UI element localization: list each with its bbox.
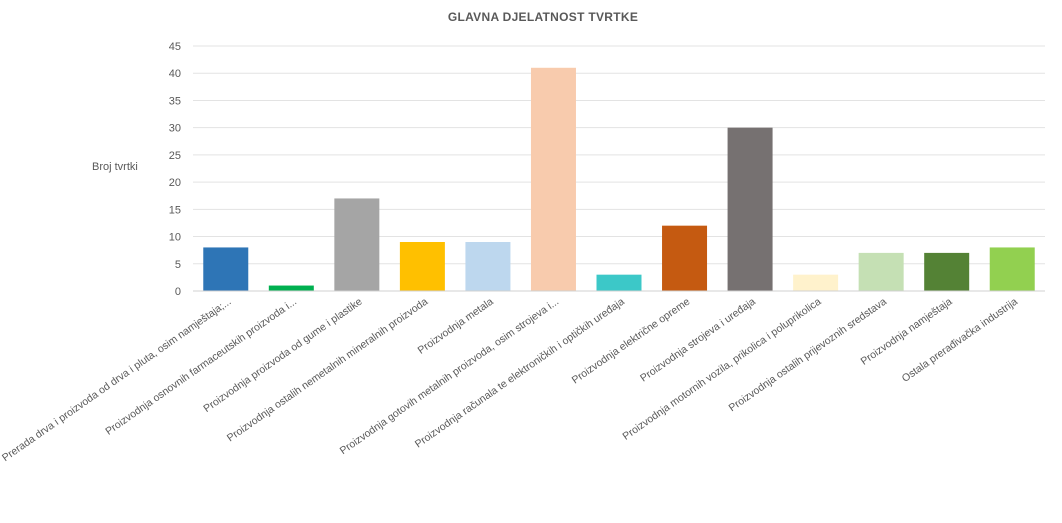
- x-tick-label: Ostala prerađivačka industrija: [900, 296, 1020, 385]
- x-axis-ticks: Prerada drva i proizvoda od drva i pluta…: [0, 296, 1020, 465]
- bar: [268, 285, 314, 291]
- bar: [334, 198, 380, 291]
- x-tick-label: Proizvodnja električne opreme: [570, 296, 693, 387]
- y-tick-label: 25: [169, 150, 181, 162]
- bar: [530, 67, 576, 292]
- y-tick-label: 35: [169, 95, 181, 107]
- y-tick-label: 10: [169, 232, 181, 244]
- gridlines: [193, 45, 1045, 265]
- bar: [989, 247, 1035, 291]
- y-tick-label: 0: [175, 286, 181, 298]
- bar: [727, 127, 773, 292]
- x-tick-label: Prerada drva i proizvoda od drva i pluta…: [0, 296, 233, 465]
- bars: [203, 67, 1035, 292]
- x-tick-label: Proizvodnja strojeva i uređaja: [638, 296, 758, 385]
- bar: [858, 252, 904, 291]
- x-tick-label: Proizvodnja gotovih metalnih proizvoda, …: [338, 296, 561, 457]
- y-tick-label: 40: [169, 68, 181, 80]
- bar: [203, 247, 249, 291]
- y-axis-label: Broj tvrtki: [92, 161, 138, 173]
- y-axis-ticks: 0 5 10 15 20 25 30 35 40 45: [169, 41, 181, 298]
- y-tick-label: 15: [169, 204, 181, 216]
- chart-title: GLAVNA DJELATNOST TVRTKE: [448, 10, 638, 24]
- y-tick-label: 30: [169, 123, 181, 135]
- bar: [793, 274, 839, 291]
- bar: [465, 242, 511, 291]
- y-tick-label: 45: [169, 41, 181, 53]
- y-tick-label: 20: [169, 177, 181, 189]
- y-tick-label: 5: [175, 259, 181, 271]
- bar: [662, 225, 708, 291]
- bar: [596, 274, 642, 291]
- bar: [399, 242, 445, 291]
- bar: [924, 252, 970, 291]
